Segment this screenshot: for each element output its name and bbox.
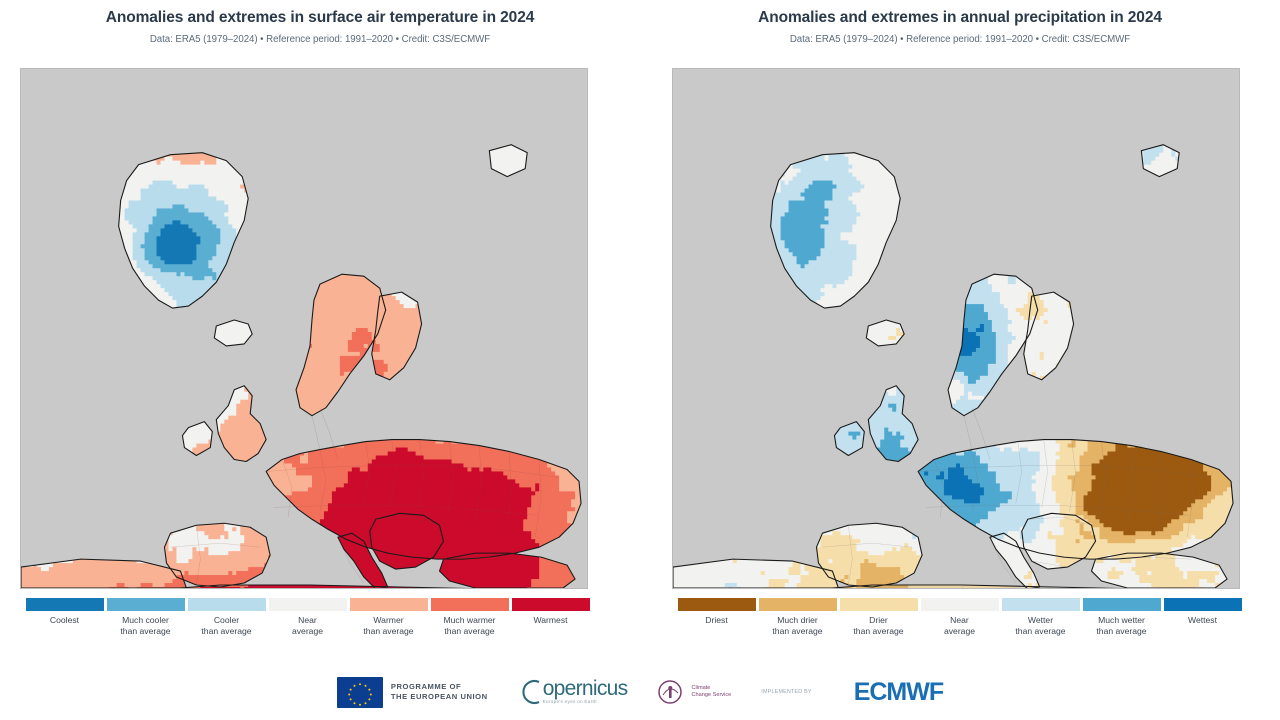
legend-swatch bbox=[677, 598, 756, 611]
country-borders bbox=[170, 407, 560, 588]
coastlines bbox=[673, 144, 1234, 588]
legend-label: Much drier than average bbox=[772, 615, 822, 636]
temperature-panel: Anomalies and extremes in surface air te… bbox=[0, 0, 640, 660]
eu-line-1: PROGRAMME OF bbox=[391, 682, 488, 692]
eu-line-2: THE EUROPEAN UNION bbox=[391, 692, 488, 702]
legend-swatch bbox=[1163, 598, 1242, 611]
legend-item: Much warmer than average bbox=[429, 598, 510, 636]
ecmwf-logo: IMPLEMENTED BY ECMWF bbox=[761, 679, 944, 705]
copernicus-logo: opernicus Europe's eyes on Earth bbox=[518, 677, 628, 707]
temperature-map-svg bbox=[21, 69, 587, 588]
precipitation-map bbox=[672, 68, 1240, 589]
precipitation-legend: Driest Much drier than average Drier than … bbox=[676, 598, 1243, 636]
c3s-line-2: Change Service bbox=[691, 692, 731, 699]
implemented-by-text: IMPLEMENTED BY bbox=[761, 689, 811, 695]
c3s-line-1: Climate bbox=[691, 685, 731, 692]
legend-label: Near average bbox=[944, 615, 975, 636]
legend-label: Much wetter than average bbox=[1096, 615, 1146, 636]
legend-swatch bbox=[25, 598, 104, 611]
legend-label: Much cooler than average bbox=[120, 615, 170, 636]
legend-item: Cooler than average bbox=[186, 598, 267, 636]
eu-programme-text: PROGRAMME OF THE EUROPEAN UNION bbox=[391, 682, 488, 702]
legend-swatch bbox=[187, 598, 266, 611]
temperature-legend: Coolest Much cooler than average Cooler th… bbox=[24, 598, 591, 636]
legend-item: Warmer than average bbox=[348, 598, 429, 636]
legend-label: Cooler than average bbox=[201, 615, 251, 636]
legend-swatch bbox=[106, 598, 185, 611]
legend-label: Much warmer than average bbox=[443, 615, 495, 636]
subtitle-temperature: Data: ERA5 (1979–2024) • Reference perio… bbox=[0, 34, 640, 45]
legend-label: Coolest bbox=[50, 615, 79, 626]
copernicus-tagline: Europe's eyes on Earth bbox=[543, 699, 628, 704]
subtitle-precipitation: Data: ERA5 (1979–2024) • Reference perio… bbox=[640, 34, 1280, 45]
legend-swatch bbox=[268, 598, 347, 611]
legend-item: Driest bbox=[676, 598, 757, 636]
page-title-precipitation: Anomalies and extremes in annual precipi… bbox=[640, 9, 1280, 27]
legend-swatch bbox=[430, 598, 509, 611]
legend-swatch bbox=[349, 598, 428, 611]
legend-item: Much wetter than average bbox=[1081, 598, 1162, 636]
climate-change-service-icon bbox=[658, 680, 683, 704]
page-title-temperature: Anomalies and extremes in surface air te… bbox=[0, 9, 640, 27]
eu-logo: PROGRAMME OF THE EUROPEAN UNION bbox=[336, 676, 488, 708]
legend-swatch bbox=[1082, 598, 1161, 611]
ecmwf-mark-icon bbox=[821, 682, 845, 702]
c3s-text: Climate Change Service bbox=[691, 685, 731, 699]
legend-label: Drier than average bbox=[853, 615, 903, 636]
legend-item: Much cooler than average bbox=[105, 598, 186, 636]
coastlines bbox=[21, 144, 582, 588]
legend-item: Much drier than average bbox=[757, 598, 838, 636]
legend-item: Wetter than average bbox=[1000, 598, 1081, 636]
legend-label: Near average bbox=[292, 615, 323, 636]
legend-item: Near average bbox=[919, 598, 1000, 636]
eu-flag-icon bbox=[336, 676, 383, 708]
legend-label: Warmer than average bbox=[363, 615, 413, 636]
legend-label: Driest bbox=[705, 615, 727, 626]
legend-swatch bbox=[1001, 598, 1080, 611]
precipitation-map-svg bbox=[673, 69, 1239, 588]
legend-item: Coolest bbox=[24, 598, 105, 636]
legend-item: Drier than average bbox=[838, 598, 919, 636]
country-borders bbox=[822, 407, 1212, 588]
legend-swatch bbox=[758, 598, 837, 611]
precipitation-panel: Anomalies and extremes in annual precipi… bbox=[640, 0, 1280, 660]
legend-swatch bbox=[511, 598, 590, 611]
legend-item: Wettest bbox=[1162, 598, 1243, 636]
legend-label: Warmest bbox=[533, 615, 567, 626]
legend-item: Near average bbox=[267, 598, 348, 636]
legend-item: Warmest bbox=[510, 598, 591, 636]
eu-stars-icon bbox=[348, 682, 372, 706]
legend-swatch bbox=[839, 598, 918, 611]
legend-swatch bbox=[920, 598, 999, 611]
copernicus-arc-icon bbox=[522, 679, 540, 705]
copernicus-wordmark: opernicus bbox=[543, 678, 628, 699]
legend-label: Wetter than average bbox=[1015, 615, 1065, 636]
legend-label: Wettest bbox=[1188, 615, 1217, 626]
ecmwf-wordmark: ECMWF bbox=[854, 680, 944, 705]
footer-logos: PROGRAMME OF THE EUROPEAN UNION opernicu… bbox=[0, 664, 1280, 720]
temperature-map bbox=[20, 68, 588, 589]
c3s-logo: Climate Change Service bbox=[657, 678, 731, 706]
